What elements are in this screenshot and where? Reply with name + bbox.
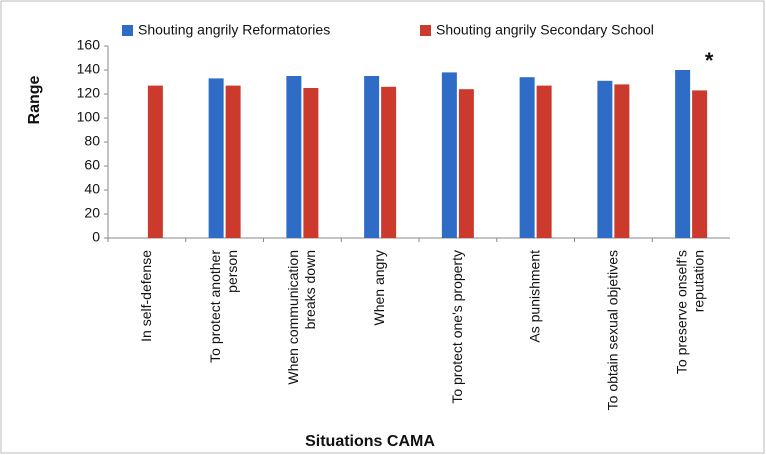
bar: [225, 85, 241, 238]
bar: [458, 89, 474, 238]
y-tick-label: 140: [77, 61, 101, 77]
y-tick-label: 20: [84, 205, 100, 221]
y-tick-label: 40: [84, 181, 100, 197]
bar: [286, 76, 302, 238]
bar: [692, 90, 708, 239]
bar: [441, 72, 457, 239]
y-tick-label: 80: [84, 133, 100, 149]
y-tick-label: 60: [84, 157, 100, 173]
x-tick-label: In self-defense: [138, 250, 154, 342]
bar: [208, 78, 224, 239]
legend-swatch: [122, 25, 133, 36]
x-tick-label: To preserve onself'sreputation: [673, 250, 706, 374]
legend-label: Shouting angrily Reformatories: [138, 22, 330, 38]
legend-swatch: [420, 25, 431, 36]
bar: [381, 86, 397, 238]
bar: [147, 85, 163, 238]
y-tick-label: 160: [77, 37, 101, 53]
bar: [614, 84, 630, 239]
bar: [303, 88, 319, 238]
legend-label: Shouting angrily Secondary School: [436, 22, 654, 38]
y-tick-label: 0: [92, 229, 100, 245]
x-tick-label: To obtain sexual objetives: [604, 250, 620, 410]
x-tick-label: To protect one's property: [449, 250, 465, 404]
y-axis-title: Range: [26, 75, 43, 124]
bar: [536, 85, 552, 238]
x-tick-label: When angry: [371, 250, 387, 325]
bar: [519, 77, 535, 238]
y-tick-label: 120: [77, 85, 101, 101]
x-tick-label: To protect anotherperson: [207, 250, 240, 363]
x-tick-label: When communicationbreaks down: [285, 250, 318, 385]
bar: [597, 80, 613, 238]
annotation: *: [705, 48, 714, 73]
bar: [675, 70, 691, 238]
y-tick-label: 100: [77, 109, 101, 125]
x-tick-label: As punishment: [526, 250, 542, 343]
bar: [364, 76, 380, 238]
x-axis-title: Situations CAMA: [305, 433, 435, 450]
